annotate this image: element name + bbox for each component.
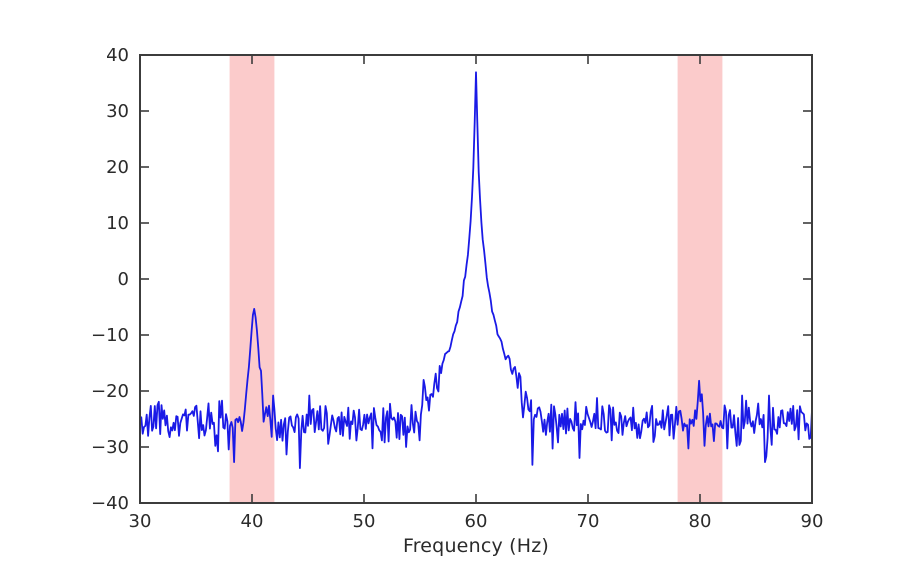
y-tick-label: 30 <box>106 101 129 122</box>
y-tick-label: −40 <box>91 493 129 514</box>
y-tick-label: −10 <box>91 325 129 346</box>
y-tick-label: 20 <box>106 157 129 178</box>
x-tick-label: 60 <box>465 511 488 532</box>
x-axis-title: Frequency (Hz) <box>402 535 550 557</box>
x-tick-label: 40 <box>241 511 264 532</box>
x-tick-label: 30 <box>129 511 152 532</box>
tick-labels: 30 40 50 60 70 80 90 40 30 20 10 0 −10 −20 −30 −40 <box>91 45 823 532</box>
y-tick-label: −20 <box>91 381 129 402</box>
y-tick-label: 0 <box>118 269 129 290</box>
axis-ticks <box>139 54 813 504</box>
highlight-band-around-40hz <box>229 55 275 503</box>
highlight-band-around-80hz <box>677 55 723 503</box>
x-tick-label: 90 <box>801 511 824 532</box>
plot-frame <box>139 54 813 504</box>
y-tick-label: 10 <box>106 213 129 234</box>
y-tick-label: −30 <box>91 437 129 458</box>
spectrum-line <box>140 71 812 470</box>
y-tick-label: 40 <box>106 45 129 66</box>
x-tick-label: 80 <box>689 511 712 532</box>
x-tick-label: 50 <box>353 511 376 532</box>
x-tick-label: 70 <box>577 511 600 532</box>
highlight-bands <box>229 55 723 503</box>
